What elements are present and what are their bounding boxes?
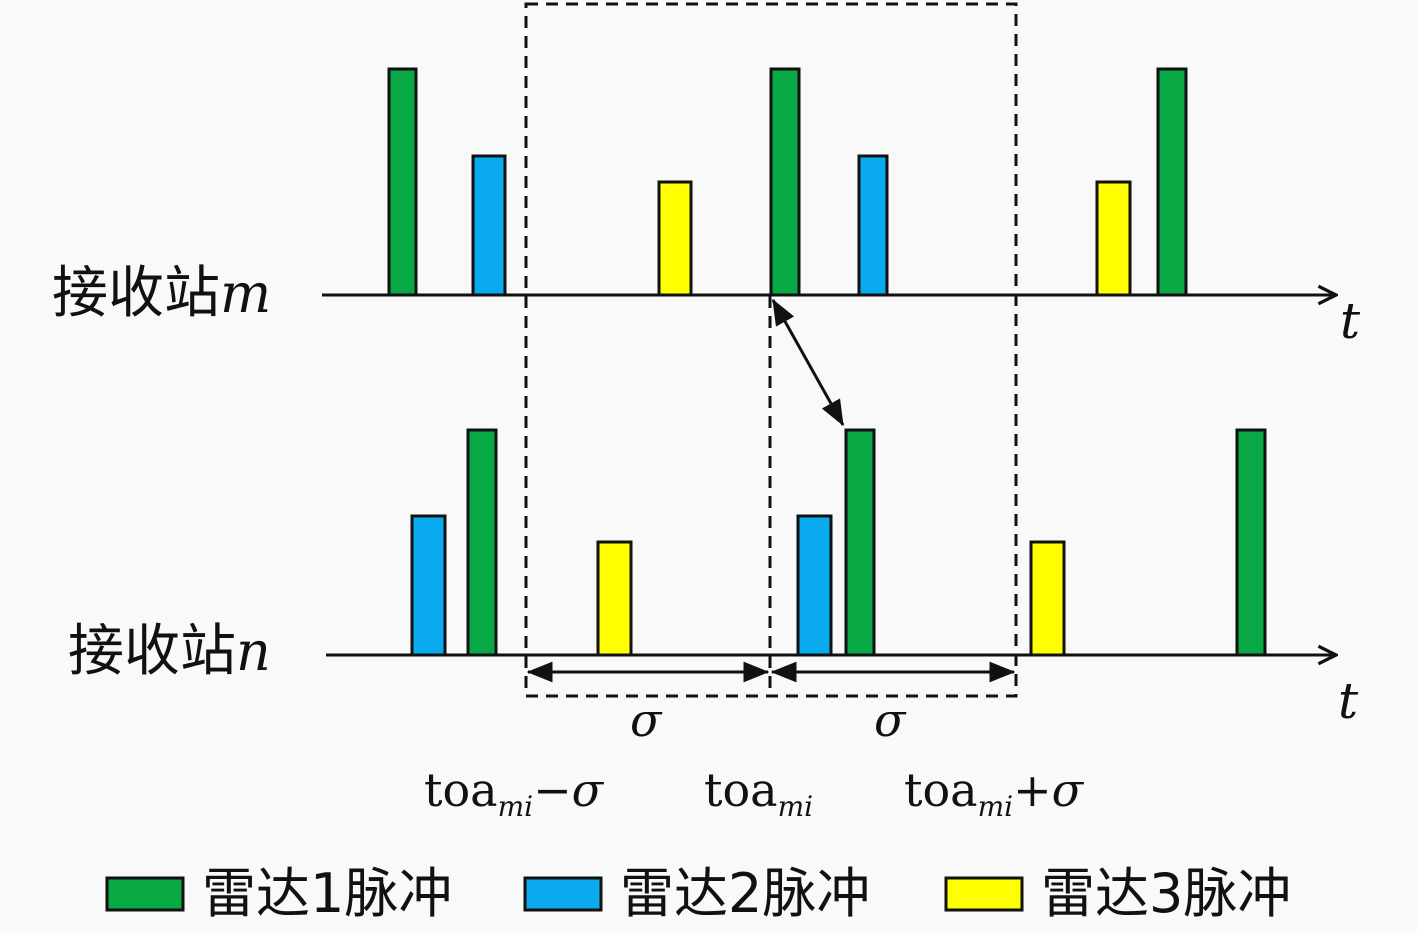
tick-label-right: toami+σ bbox=[904, 763, 1085, 823]
tick-label-left: toami−σ bbox=[424, 763, 605, 823]
tick-label-center: toami bbox=[704, 763, 813, 823]
sigma-label-right: σ bbox=[874, 693, 907, 747]
sigma-label-left: σ bbox=[630, 693, 663, 747]
match-arrow bbox=[771, 298, 845, 427]
pulse-m-radar3 bbox=[657, 180, 693, 297]
legend-label-radar1: 雷达1脉冲 bbox=[202, 862, 452, 925]
pulse-n-radar3 bbox=[596, 540, 633, 657]
window-dashed-box bbox=[524, 2, 1018, 698]
pulse-n-radar3 bbox=[1029, 540, 1066, 657]
legend-swatch-radar3 bbox=[944, 876, 1024, 912]
pulse-n-radar1 bbox=[844, 428, 876, 657]
legend: 雷达1脉冲 雷达2脉冲 雷达3脉冲 bbox=[105, 862, 1291, 925]
legend-label-radar2: 雷达2脉冲 bbox=[620, 862, 870, 925]
pulse-m-radar1 bbox=[769, 67, 801, 297]
pulse-m-radar2 bbox=[471, 154, 507, 297]
pulse-m-radar3 bbox=[1095, 180, 1132, 297]
pulse-m-radar1 bbox=[1156, 67, 1188, 297]
pulse-n-radar2 bbox=[410, 514, 447, 657]
pulse-m-radar1 bbox=[387, 67, 418, 297]
pulse-n-radar1 bbox=[1235, 428, 1267, 657]
station-n-label: 接收站n bbox=[68, 619, 271, 684]
station-m-pulses bbox=[387, 67, 1188, 297]
pulse-m-radar2 bbox=[857, 154, 889, 297]
legend-swatch-radar1 bbox=[105, 876, 185, 912]
pulse-n-radar2 bbox=[796, 514, 833, 657]
station-n-pulses bbox=[410, 428, 1267, 657]
pulse-n-radar1 bbox=[466, 428, 498, 657]
station-m-label: 接收站m bbox=[52, 261, 271, 326]
legend-label-radar3: 雷达3脉冲 bbox=[1041, 862, 1291, 925]
axis-t-label-n: t bbox=[1338, 672, 1359, 730]
axis-t-label-m: t bbox=[1340, 292, 1361, 350]
legend-swatch-radar2 bbox=[523, 876, 603, 912]
